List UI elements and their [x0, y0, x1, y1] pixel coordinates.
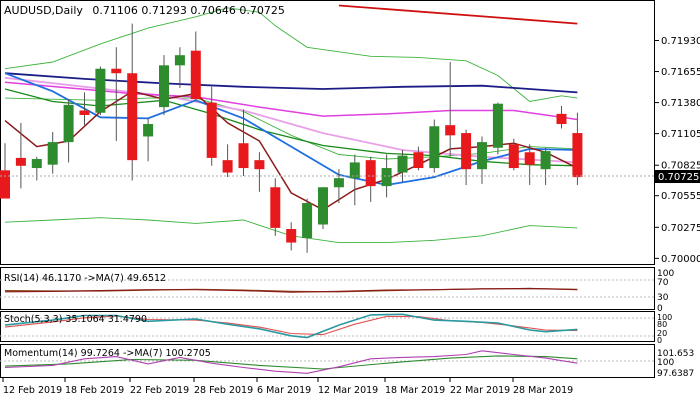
- current-price-label: 0.70725: [658, 172, 699, 183]
- candle: [318, 187, 328, 230]
- ma-red-line: [338, 4, 578, 25]
- ma-green-line: [4, 88, 578, 167]
- candle: [159, 55, 169, 116]
- candle: [206, 86, 217, 166]
- time-tick-label: 22 Mar 2019: [450, 385, 510, 396]
- price-tick-label: 0.70275: [661, 223, 700, 234]
- momentum-ma-line: [4, 355, 578, 370]
- momentum-label: Momentum(14) 99.7264 ->MA(7) 100.2705: [4, 348, 211, 359]
- price-tick-label: 0.70000: [661, 254, 700, 265]
- candle: [540, 147, 551, 185]
- stoch-k-line: [4, 313, 578, 339]
- price-tick-label: 0.71930: [661, 36, 700, 47]
- momentum-tick-high: 101.653: [657, 349, 694, 359]
- candle: [556, 105, 567, 129]
- time-tick-label: 18 Mar 2019: [385, 385, 445, 396]
- candle: [302, 198, 313, 253]
- candle: [286, 222, 297, 251]
- momentum-line: [4, 350, 578, 374]
- candle: [572, 112, 583, 185]
- momentum-tick-low: 97.6387: [657, 369, 694, 379]
- candle: [95, 66, 106, 116]
- candle: [238, 109, 249, 176]
- current-price-box: [655, 170, 700, 183]
- candle: [0, 143, 10, 199]
- candle: [461, 129, 472, 185]
- candle: [349, 154, 360, 206]
- price-tick-label: 0.71655: [661, 67, 700, 78]
- time-tick-label: 18 Feb 2019: [65, 385, 124, 396]
- time-tick-label: 22 Feb 2019: [130, 385, 189, 396]
- price-tick-label: 0.70555: [661, 191, 700, 202]
- time-tick-label: 6 Mar 2019: [257, 385, 311, 396]
- candle: [222, 144, 233, 178]
- rsi-label: RSI(14) 46.1170 ->MA(7) 49.6512: [4, 273, 166, 284]
- candle: [429, 119, 440, 173]
- candle: [111, 47, 122, 141]
- time-axis: 12 Feb 2019 18 Feb 2019 22 Feb 2019 28 Feb …: [2, 378, 573, 396]
- symbol-label: AUDUSD,Daily: [4, 4, 83, 17]
- candle: [445, 61, 456, 157]
- rsi-lines: [4, 287, 578, 293]
- rsi-tick-100: 100: [657, 269, 674, 279]
- candle: [190, 31, 201, 102]
- candle: [397, 149, 408, 182]
- candle: [508, 138, 519, 171]
- time-tick-label: 12 Feb 2019: [3, 385, 62, 396]
- candle: [174, 47, 185, 88]
- price-panel[interactable]: [0, 0, 655, 265]
- stoch-label: Stoch(5,3,3) 35.1064 31.4790: [4, 314, 147, 325]
- stoch-tick-100: 100: [657, 313, 672, 322]
- candle: [254, 152, 265, 192]
- price-axis: 0.71930 0.71655 0.71380 0.71105 0.70825 0.705…: [655, 36, 700, 265]
- rsi-tick-70: 70: [657, 278, 669, 288]
- price-tick-label: 0.71105: [661, 129, 700, 140]
- candle: [63, 99, 74, 163]
- candle: [492, 102, 503, 155]
- stoch-lines: [4, 313, 578, 339]
- stoch-tick-0: 0: [657, 336, 662, 345]
- chart-header: AUDUSD,Daily 0.71106 0.71293 0.70646 0.7…: [4, 4, 285, 17]
- candle: [15, 122, 26, 189]
- time-tick-label: 28 Feb 2019: [194, 385, 253, 396]
- rsi-tick-0: 0: [657, 304, 663, 314]
- momentum-tick-mid: 100: [657, 358, 674, 368]
- stoch-tick-80: 80: [657, 320, 667, 329]
- candle: [365, 156, 376, 202]
- candle: [524, 144, 535, 185]
- rsi-tick-30: 30: [657, 293, 669, 303]
- stoch-tick-20: 20: [657, 329, 667, 338]
- candle: [31, 156, 42, 181]
- candle: [270, 178, 281, 236]
- candle: [413, 146, 424, 171]
- momentum-lines: [4, 350, 578, 374]
- candle: [143, 118, 154, 162]
- price-tick-label: 0.71380: [661, 98, 700, 109]
- ohlc-values: 0.71106 0.71293 0.70646 0.70725: [92, 4, 284, 17]
- candles: [0, 23, 583, 253]
- rsi-line: [4, 287, 578, 293]
- time-tick-label: 12 Mar 2019: [318, 385, 378, 396]
- candle: [127, 23, 138, 181]
- candle: [79, 92, 90, 126]
- candle: [47, 131, 58, 174]
- price-tick-label: 0.70825: [661, 161, 700, 172]
- time-tick-label: 28 Mar 2019: [513, 385, 573, 396]
- candle: [381, 154, 392, 198]
- candle: [333, 169, 344, 204]
